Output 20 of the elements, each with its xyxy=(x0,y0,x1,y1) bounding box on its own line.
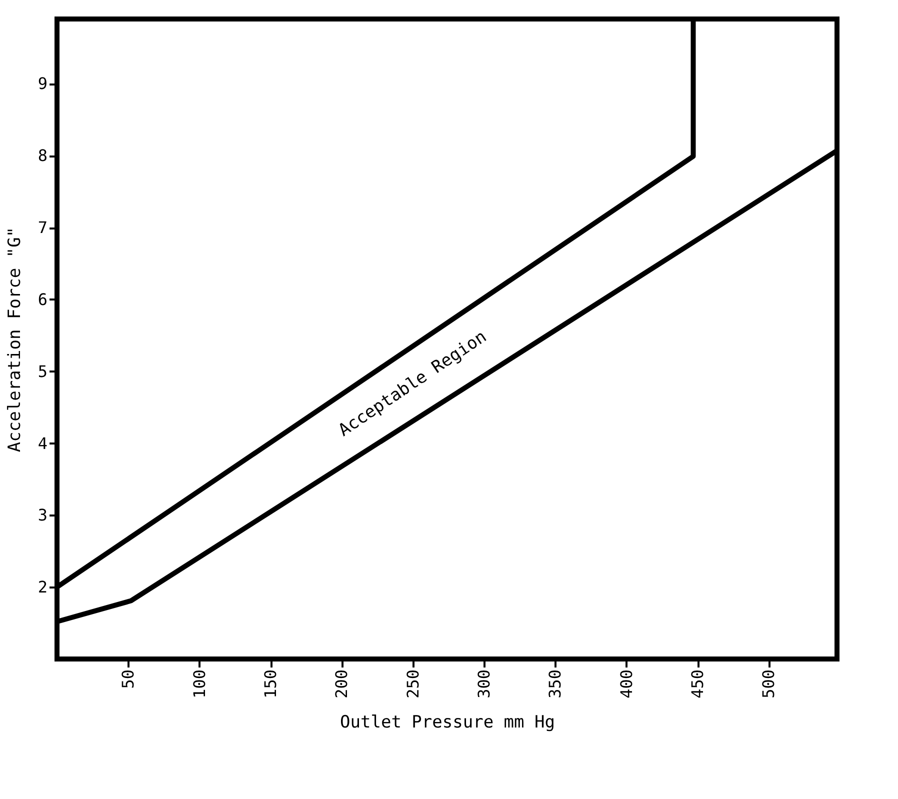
y-tick-label: 2 xyxy=(38,578,48,597)
x-tick-label: 50 xyxy=(118,670,138,689)
x-tick-label: 100 xyxy=(190,670,209,698)
y-tick-label: 9 xyxy=(38,74,48,94)
x-tick-label: 500 xyxy=(759,670,778,698)
y-tick-label: 8 xyxy=(38,146,48,166)
y-tick-label: 4 xyxy=(38,434,48,453)
y-axis-title: Acceleration Force "G" xyxy=(4,226,25,452)
x-tick-label: 300 xyxy=(474,670,494,698)
y-tick-label: 5 xyxy=(38,362,48,381)
x-tick-label: 350 xyxy=(546,670,565,698)
x-tick-label: 450 xyxy=(688,670,708,698)
x-axis-title: Outlet Pressure mm Hg xyxy=(340,712,555,732)
y-tick-label: 7 xyxy=(38,218,48,238)
x-tick-label: 250 xyxy=(403,670,422,698)
x-tick-label: 150 xyxy=(261,670,280,698)
x-tick-label: 400 xyxy=(616,670,636,698)
x-tick-label: 200 xyxy=(332,670,352,698)
y-tick-label: 3 xyxy=(38,506,48,525)
y-tick-label: 6 xyxy=(38,290,48,309)
